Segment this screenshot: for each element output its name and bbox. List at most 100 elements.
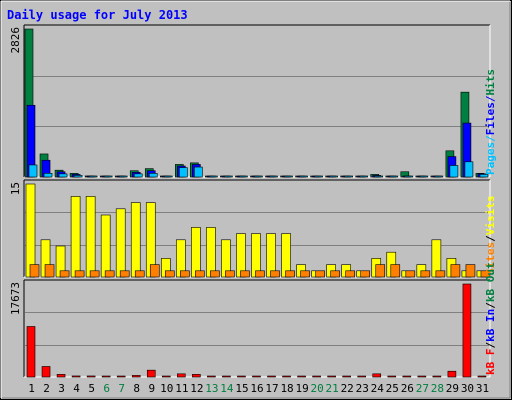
kbytes-legend: kB F/kB In/kB Out xyxy=(484,262,497,375)
kbytes-bar xyxy=(372,373,382,378)
pages-bar xyxy=(344,175,353,178)
sites-bar xyxy=(405,270,416,278)
x-tick-label: 3 xyxy=(58,382,65,395)
sites-bar xyxy=(225,270,235,278)
sites-bar xyxy=(390,264,401,278)
x-tick-label: 19 xyxy=(295,382,308,395)
pages-bar xyxy=(269,175,278,178)
pages-bar xyxy=(103,175,113,178)
x-tick-label: 26 xyxy=(401,382,414,395)
visits-bar xyxy=(100,214,111,278)
x-tick-label: 27 xyxy=(416,382,429,395)
kbytes-bar xyxy=(297,375,306,378)
kbytes-bar xyxy=(252,375,261,378)
x-tick-label: 14 xyxy=(220,382,234,395)
pages-bar xyxy=(209,175,218,178)
pages-bar xyxy=(314,175,323,178)
x-tick-label: 1 xyxy=(28,382,35,395)
hits-legend-item: Hits xyxy=(484,69,497,96)
kbytes-bar xyxy=(447,370,457,378)
x-tick-label: 4 xyxy=(73,382,80,395)
x-tick-label: 30 xyxy=(461,382,474,395)
kbytes-bar xyxy=(387,375,397,378)
sites-bar xyxy=(330,270,340,278)
sites-bar xyxy=(420,270,431,278)
x-tick-label: 17 xyxy=(265,382,278,395)
visits-bar xyxy=(191,227,201,278)
pages-bar xyxy=(118,175,128,178)
sites-bar xyxy=(450,264,461,278)
x-tick-label: 18 xyxy=(280,382,293,395)
pages-bar xyxy=(419,175,429,178)
visits-legend-item: Sites xyxy=(484,242,497,275)
kbytes-legend-item: / xyxy=(484,342,497,349)
pages-bar xyxy=(434,175,444,178)
pages-bar xyxy=(43,173,53,178)
x-tick-label: 10 xyxy=(160,382,173,395)
x-tick-label: 21 xyxy=(326,382,339,395)
pages-bar xyxy=(194,166,203,178)
x-tick-label: 24 xyxy=(371,382,385,395)
kbytes-bar xyxy=(477,375,487,378)
kbytes-bar xyxy=(41,366,51,378)
x-axis-labels: 1 2 3 4 5 6 7 8 9 10 11 12 13 14 15 16 17 18 19 20 21 22 23 24 2… xyxy=(28,382,489,395)
visits-bar xyxy=(251,233,261,278)
kbytes-bar xyxy=(26,326,36,378)
x-tick-label: 31 xyxy=(476,382,489,395)
pages-bar xyxy=(374,175,384,178)
x-tick-label: 15 xyxy=(235,382,248,395)
kbytes-legend-item: kB F xyxy=(484,349,497,376)
kbytes-bar xyxy=(327,375,336,378)
kbytes-bar xyxy=(207,375,216,378)
x-tick-label: 16 xyxy=(250,382,263,395)
kbytes-bar xyxy=(161,375,171,378)
sites-bar xyxy=(240,270,250,278)
kbytes-bar xyxy=(417,375,427,378)
sites-bar xyxy=(119,270,130,278)
sites-bar xyxy=(375,264,386,278)
pages-bar xyxy=(449,165,459,178)
kbytes-bar xyxy=(146,369,156,378)
pages-bar xyxy=(299,175,308,178)
sites-bar xyxy=(89,270,100,278)
x-tick-label: 13 xyxy=(205,382,218,395)
pages-bar xyxy=(479,174,489,178)
x-tick-label: 29 xyxy=(446,382,459,395)
sites-bar xyxy=(345,270,355,278)
pages-bar xyxy=(359,175,369,178)
pages-bar xyxy=(224,175,233,178)
hits-legend: Pages/Files/Hits xyxy=(484,69,497,175)
sites-bar xyxy=(270,270,280,278)
kbytes-bar xyxy=(116,375,126,378)
pages-bar xyxy=(163,175,173,178)
kbytes-bar xyxy=(71,375,81,378)
sites-bar xyxy=(74,270,85,278)
visits-bar xyxy=(236,233,246,278)
sites-bar xyxy=(210,270,220,278)
x-tick-label: 12 xyxy=(190,382,203,395)
pages-bar xyxy=(73,175,83,178)
kbytes-bar xyxy=(462,283,472,378)
visits-bar xyxy=(85,196,96,278)
sites-bar xyxy=(435,270,446,278)
x-tick-label: 28 xyxy=(431,382,444,395)
hits-max-label: 2826 xyxy=(9,27,22,54)
visits-bar xyxy=(266,233,276,278)
pages-bar xyxy=(389,175,399,178)
pages-bar xyxy=(28,164,38,178)
kbytes-bar xyxy=(237,375,246,378)
pages-bar xyxy=(58,173,68,178)
x-tick-label: 6 xyxy=(103,382,110,395)
x-tick-label: 23 xyxy=(356,382,369,395)
pages-bar xyxy=(179,167,188,178)
kbytes-bar xyxy=(432,375,442,378)
x-tick-label: 5 xyxy=(88,382,95,395)
sites-bar xyxy=(255,270,265,278)
sites-bar xyxy=(480,270,491,278)
kbytes-legend-item: / xyxy=(484,302,497,309)
pages-bar xyxy=(284,175,293,178)
sites-bar xyxy=(360,270,371,278)
pages-bar xyxy=(464,161,474,178)
pages-bar xyxy=(329,175,338,178)
